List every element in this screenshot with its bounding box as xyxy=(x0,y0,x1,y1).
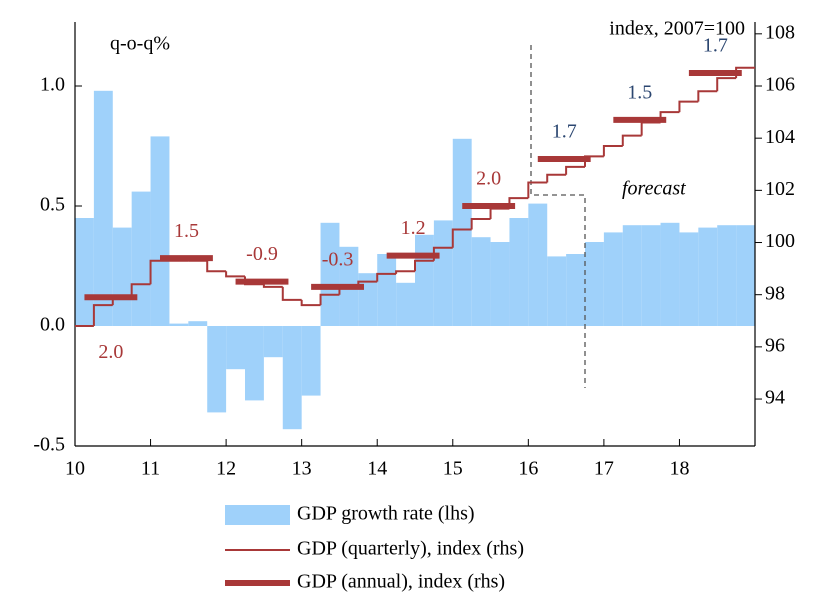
quarterly-line-step xyxy=(281,286,302,301)
growth-label: 2.0 xyxy=(476,168,501,190)
growth-label: 1.5 xyxy=(174,220,199,242)
x-tick-label: 17 xyxy=(594,458,614,480)
y-tick-label: 1.0 xyxy=(40,74,65,96)
bar xyxy=(471,237,491,326)
bar xyxy=(490,242,510,326)
bar xyxy=(603,232,623,326)
quarterly-line-step xyxy=(300,299,321,307)
bar xyxy=(415,234,434,326)
bar xyxy=(131,191,151,326)
y-tick-label: 0.0 xyxy=(40,314,65,336)
quarterly-line-step xyxy=(640,121,661,136)
y2-tick-label: 104 xyxy=(765,126,795,148)
x-tick-label: 14 xyxy=(367,458,387,480)
quarterly-line-step xyxy=(376,272,397,282)
growth-label: -0.3 xyxy=(322,248,354,270)
growth-label: 1.7 xyxy=(703,35,728,57)
quarterly-line-step xyxy=(262,284,283,288)
bar xyxy=(736,225,755,326)
bar xyxy=(509,218,529,326)
x-tick-label: 16 xyxy=(518,458,538,480)
quarterly-line-step xyxy=(225,271,245,278)
quarterly-line-step xyxy=(395,270,415,274)
x-tick-label: 11 xyxy=(141,458,160,480)
y-tick-label: -0.5 xyxy=(33,434,65,456)
growth-label: 1.5 xyxy=(627,82,652,104)
x-tick-label: 10 xyxy=(65,458,85,480)
forecast-divider xyxy=(530,45,586,388)
bar xyxy=(226,326,245,370)
bar xyxy=(377,254,397,326)
bar xyxy=(169,323,189,326)
quarterly-line-step xyxy=(470,218,491,230)
quarterly-line-step xyxy=(697,90,718,102)
quarterly-line-step xyxy=(92,304,113,326)
y2-axis-label: index, 2007=100 xyxy=(609,18,745,40)
y-axis-label: q-o-q% xyxy=(110,33,170,55)
growth-label: 2.0 xyxy=(98,341,123,363)
quarterly-line-step xyxy=(130,283,151,298)
bar xyxy=(528,203,548,326)
bar xyxy=(112,227,132,326)
quarterly-line-step xyxy=(602,145,623,157)
bar xyxy=(301,326,321,396)
y2-tick-label: 100 xyxy=(765,230,795,252)
bar xyxy=(698,227,718,326)
bar xyxy=(679,232,699,326)
x-tick-label: 15 xyxy=(443,458,463,480)
bar xyxy=(320,222,340,326)
bar xyxy=(660,222,680,326)
bar xyxy=(75,218,94,326)
forecast-label: forecast xyxy=(622,178,686,200)
y2-tick-label: 98 xyxy=(765,282,785,304)
y2-tick-label: 102 xyxy=(765,178,795,200)
quarterly-line-step xyxy=(546,173,567,183)
x-tick-label: 12 xyxy=(216,458,236,480)
y2-tick-label: 94 xyxy=(765,387,785,409)
bar xyxy=(150,136,170,326)
quarterly-line-step xyxy=(678,100,699,113)
bar xyxy=(622,225,642,326)
bar xyxy=(188,321,208,326)
bar xyxy=(93,90,113,326)
growth-label: 1.2 xyxy=(401,217,426,239)
bar xyxy=(452,138,472,326)
quarterly-line-step xyxy=(319,293,340,306)
quarterly-line-step xyxy=(716,77,737,92)
bar xyxy=(396,282,415,326)
legend-label: GDP (quarterly), index (rhs) xyxy=(297,538,524,560)
quarterly-line-step xyxy=(621,134,642,146)
bar xyxy=(282,326,302,430)
legend-label: GDP growth rate (lhs) xyxy=(297,503,475,525)
x-tick-label: 18 xyxy=(669,458,689,480)
x-tick-label: 13 xyxy=(292,458,312,480)
y2-tick-label: 106 xyxy=(765,74,795,96)
y-tick-label: 0.5 xyxy=(40,194,65,216)
bar xyxy=(566,254,585,326)
quarterly-line-step xyxy=(451,228,472,248)
quarterly-line-step xyxy=(527,181,548,199)
growth-label: -0.9 xyxy=(246,243,278,265)
quarterly-line-step xyxy=(206,260,227,273)
bar xyxy=(263,326,283,358)
legend-label: GDP (annual), index (rhs) xyxy=(297,571,505,593)
quarterly-line-step xyxy=(489,207,510,220)
bar xyxy=(245,326,264,401)
y2-tick-label: 96 xyxy=(765,334,785,356)
bar xyxy=(547,256,567,326)
quarterly-line-step xyxy=(565,165,585,175)
bar xyxy=(207,326,227,413)
bar xyxy=(641,225,661,326)
bar xyxy=(433,220,453,326)
y2-tick-label: 108 xyxy=(765,21,795,43)
quarterly-line-step xyxy=(414,259,434,272)
growth-label: 1.7 xyxy=(552,121,577,143)
bar xyxy=(717,225,737,326)
legend-swatch xyxy=(225,505,290,525)
bar xyxy=(585,242,604,326)
